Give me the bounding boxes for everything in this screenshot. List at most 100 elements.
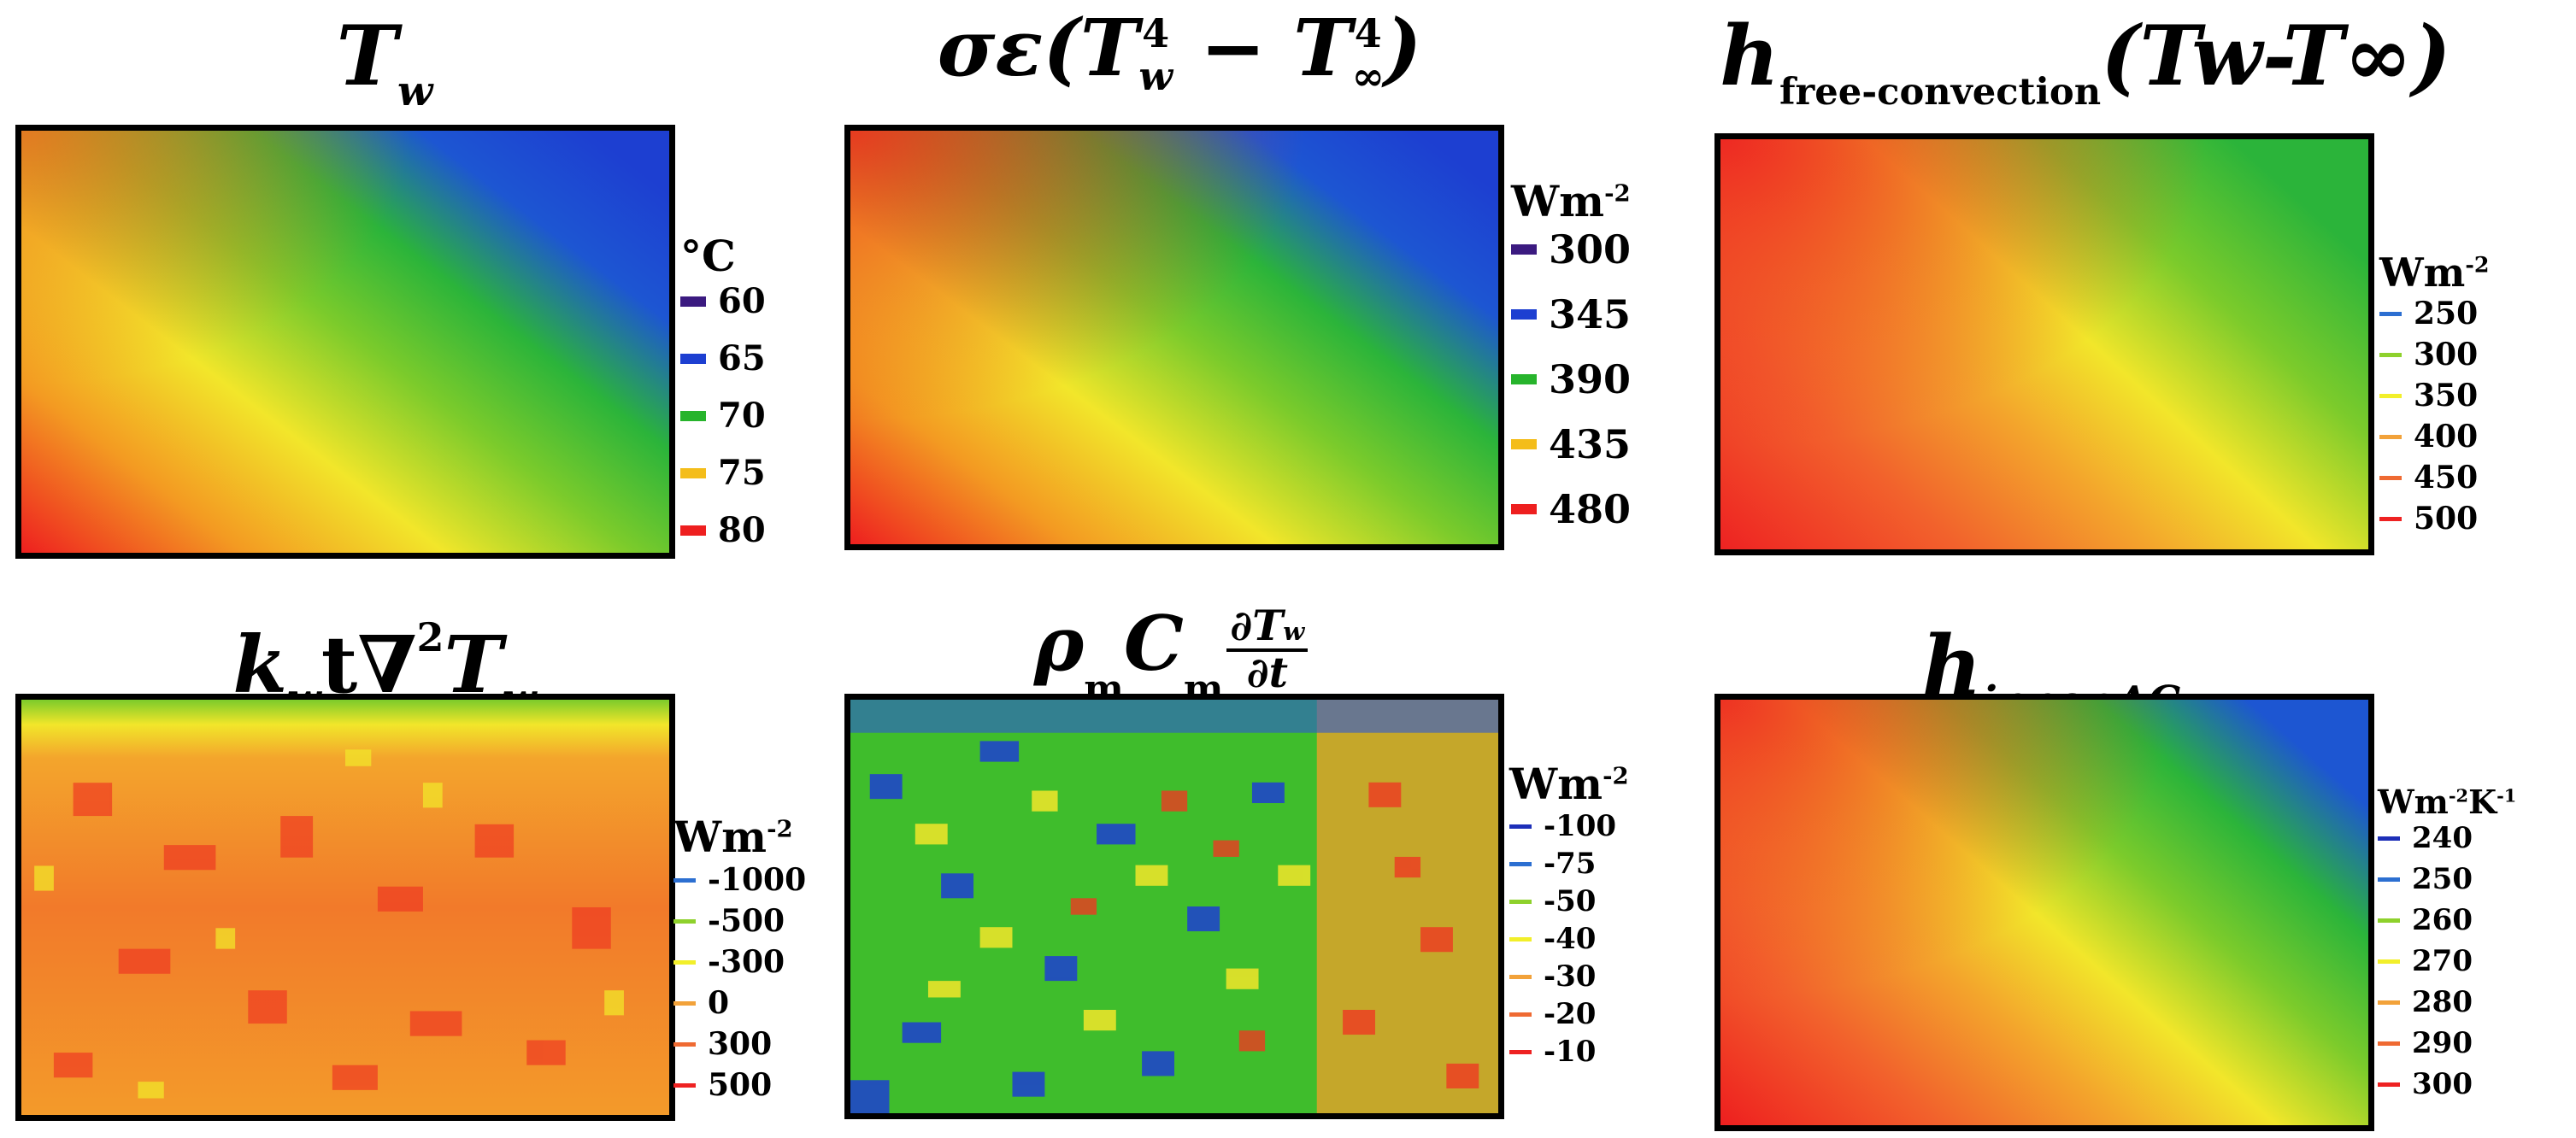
legend-swatch (2379, 475, 2402, 480)
legend-label: 70 (718, 396, 766, 436)
legend-entry: -50 (1509, 884, 1629, 918)
legend-label: -20 (1544, 997, 1597, 1031)
legend-entry: 270 (2378, 944, 2516, 978)
legend-swatch (680, 467, 706, 478)
legend-swatch (2378, 836, 2400, 841)
legend-items: 60 65 70 75 80 (680, 281, 766, 550)
legend-entry: 65 (680, 338, 766, 378)
title-radiation: σε(T 4 w − T 4 ∞) (937, 2, 1422, 100)
legend-label: 65 (718, 338, 766, 378)
legend-entry: 0 (673, 985, 806, 1021)
legend-label: 300 (708, 1026, 773, 1062)
legend-unit: Wm-2K-1 (2378, 783, 2517, 821)
legend-entry: 500 (2379, 501, 2489, 537)
legend-label: -300 (708, 944, 785, 980)
legend-entry: 260 (2378, 903, 2516, 937)
heatmap-radiation (844, 125, 1504, 550)
legend-swatch (1509, 974, 1532, 979)
legend-swatch (1511, 244, 1537, 255)
legend-entry: 280 (2378, 985, 2516, 1019)
legend-label: -1000 (708, 862, 807, 898)
legend-label: 300 (1549, 226, 1632, 273)
legend-entry: -40 (1509, 922, 1629, 956)
legend-label: -30 (1544, 959, 1597, 994)
legend-label: 400 (2414, 419, 2479, 455)
legend-entry: 240 (2378, 821, 2516, 855)
heatmap-tw (15, 125, 675, 559)
legend-entry: 300 (2378, 1067, 2516, 1101)
legend-label: 345 (1549, 291, 1632, 337)
legend-radiation: Wm-2 300 345 390 435 480 (1511, 176, 1631, 551)
legend-free-convection: Wm-2 250 300 350 400 450 500 (2379, 249, 2489, 542)
legend-label: -100 (1544, 809, 1617, 843)
legend-swatch (2379, 516, 2402, 521)
legend-unit: Wm-2 (2379, 249, 2490, 296)
legend-swatch (673, 959, 696, 965)
legend-swatch (2379, 311, 2402, 316)
legend-items: -100 -75 -50 -40 -30 -20 -10 (1509, 809, 1629, 1069)
legend-swatch (2378, 1082, 2400, 1087)
legend-entry: 390 (1511, 356, 1631, 402)
legend-label: -500 (708, 903, 785, 939)
legend-unit: Wm-2 (673, 812, 793, 862)
legend-entry: 300 (673, 1026, 806, 1062)
legend-entry: 480 (1511, 486, 1631, 532)
legend-swatch (2379, 393, 2402, 398)
legend-entry: 345 (1511, 291, 1631, 337)
legend-swatch (673, 1082, 696, 1088)
legend-swatch (1509, 936, 1532, 941)
legend-swatch (1509, 861, 1532, 866)
legend-label: 60 (718, 281, 766, 321)
legend-swatch (1509, 899, 1532, 904)
title-tw: Tw (336, 8, 433, 115)
legend-entry: 290 (2378, 1026, 2516, 1060)
legend-label: 300 (2412, 1067, 2473, 1101)
legend-swatch (2378, 1000, 2400, 1005)
legend-entry: 60 (680, 281, 766, 321)
legend-label: 350 (2414, 378, 2479, 414)
legend-label: -10 (1544, 1035, 1597, 1069)
legend-entry: 300 (2379, 337, 2489, 372)
legend-swatch (673, 877, 696, 883)
heatmap-storage (844, 694, 1504, 1119)
legend-entry: 250 (2379, 296, 2489, 331)
legend-label: 435 (1549, 421, 1632, 467)
legend-swatch (2379, 434, 2402, 439)
legend-entry: 250 (2378, 862, 2516, 896)
legend-swatch (1511, 504, 1537, 514)
legend-label: 75 (718, 453, 766, 493)
legend-entry: 300 (1511, 226, 1631, 273)
legend-inner-ac: Wm-2K-1 240 250 260 270 280 290 300 (2378, 783, 2516, 1108)
legend-label: 260 (2412, 903, 2473, 937)
legend-entry: 435 (1511, 421, 1631, 467)
legend-label: 250 (2412, 862, 2473, 896)
legend-label: -50 (1544, 884, 1597, 918)
legend-swatch (673, 918, 696, 924)
legend-items: -1000 -500 -300 0 300 500 (673, 862, 806, 1103)
legend-swatch (2379, 352, 2402, 357)
legend-entry: 350 (2379, 378, 2489, 414)
legend-swatch (1511, 439, 1537, 449)
title-storage: ρmCm ∂Tw ∂t (957, 605, 1385, 708)
legend-entry: -100 (1509, 809, 1629, 843)
legend-label: 80 (718, 510, 766, 550)
legend-items: 300 345 390 435 480 (1511, 226, 1631, 532)
title-conduction: kwt∇2Tw (232, 613, 537, 722)
legend-items: 250 300 350 400 450 500 (2379, 296, 2489, 537)
legend-unit: Wm-2 (1511, 176, 1631, 226)
legend-swatch (680, 296, 706, 307)
legend-entry: 500 (673, 1067, 806, 1103)
heatmap-conduction (15, 694, 675, 1121)
legend-items: 240 250 260 270 280 290 300 (2378, 821, 2516, 1101)
legend-label: 240 (2412, 821, 2473, 855)
legend-swatch (680, 525, 706, 536)
legend-swatch (2378, 959, 2400, 964)
legend-swatch (2378, 1041, 2400, 1046)
legend-label: 500 (2414, 501, 2479, 537)
legend-label: 500 (708, 1067, 773, 1103)
legend-label: 480 (1549, 486, 1632, 532)
legend-label: 0 (708, 985, 730, 1021)
legend-label: 250 (2414, 296, 2479, 331)
legend-unit: Wm-2 (1509, 759, 1629, 809)
title-free-convection: hfree-convection(Tw-T∞) (1720, 8, 2451, 114)
